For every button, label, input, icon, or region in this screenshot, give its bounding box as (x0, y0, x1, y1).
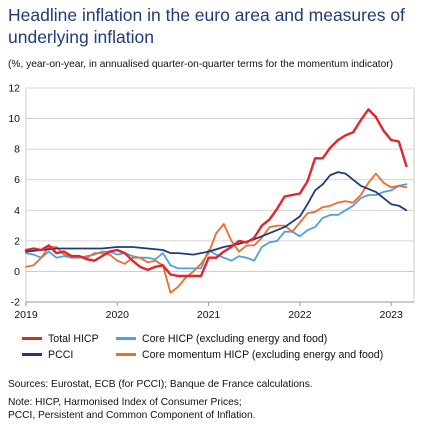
series-line-total-hicp (24, 108, 408, 278)
legend-label-core-hicp: Core HICP (excluding energy and food) (142, 333, 328, 345)
legend-item-total-hicp: Total HICP (22, 333, 99, 345)
legend-swatch-total-hicp (22, 336, 42, 340)
legend-label-core-momentum: Core momentum HICP (excluding energy and… (142, 349, 384, 361)
y-tick-label: 2 (14, 235, 20, 247)
x-tick-label: 2020 (106, 309, 130, 321)
legend-item-core-hicp: Core HICP (excluding energy and food) (116, 333, 327, 345)
series-line-core-hicp (25, 183, 408, 270)
legend-swatch-pcci (22, 352, 42, 356)
legend-swatch-core-momentum (116, 352, 136, 356)
x-tick-label: 2023 (379, 309, 403, 321)
series-line-pcci (25, 171, 408, 256)
y-tick-label: 6 (14, 174, 20, 186)
chart-notes: Sources: Eurostat, ECB (for PCCI); Banqu… (8, 378, 418, 422)
x-tick-label: 2021 (197, 309, 221, 321)
legend-swatch-core-hicp (116, 336, 136, 340)
y-tick-label: -2 (11, 297, 20, 309)
legend-label-pcci: PCCI (48, 349, 74, 361)
series-lines (24, 108, 408, 294)
legend-item-core-momentum: Core momentum HICP (excluding energy and… (116, 349, 383, 361)
series-line-core-momentum (25, 172, 408, 294)
y-tick-label: 0 (14, 266, 20, 278)
tick-labels: -2 0 2 4 6 8 10 12 2019 2020 2021 2022 2023 (8, 83, 403, 322)
chart-legend: Total HICP PCCI Core HICP (excluding ene… (22, 333, 422, 363)
chart-title: Headline inflation in the euro area and … (8, 5, 405, 47)
x-tick-label: 2022 (288, 309, 312, 321)
y-tick-label: 8 (14, 144, 20, 156)
chart-subtitle: (%, year-on-year, in annualised quarter-… (8, 59, 394, 70)
y-tick-label: 10 (8, 113, 20, 125)
legend-item-pcci: PCCI (22, 349, 73, 361)
y-tick-label: 12 (8, 83, 20, 95)
line-chart: -2 0 2 4 6 8 10 12 2019 2020 2021 2022 2023 (8, 83, 415, 322)
sources-note: Sources: Eurostat, ECB (for PCCI); Banqu… (8, 379, 313, 390)
legend-label-total-hicp: Total HICP (48, 333, 99, 345)
axes (25, 88, 415, 306)
note-line-1: Note: HICP, Harmonised Index of Consumer… (8, 397, 242, 408)
grid-lines (26, 87, 414, 303)
x-tick-label: 2019 (14, 309, 38, 321)
y-tick-label: 4 (14, 205, 20, 217)
note-line-2: PCCI, Persistent and Common Component of… (8, 410, 256, 421)
